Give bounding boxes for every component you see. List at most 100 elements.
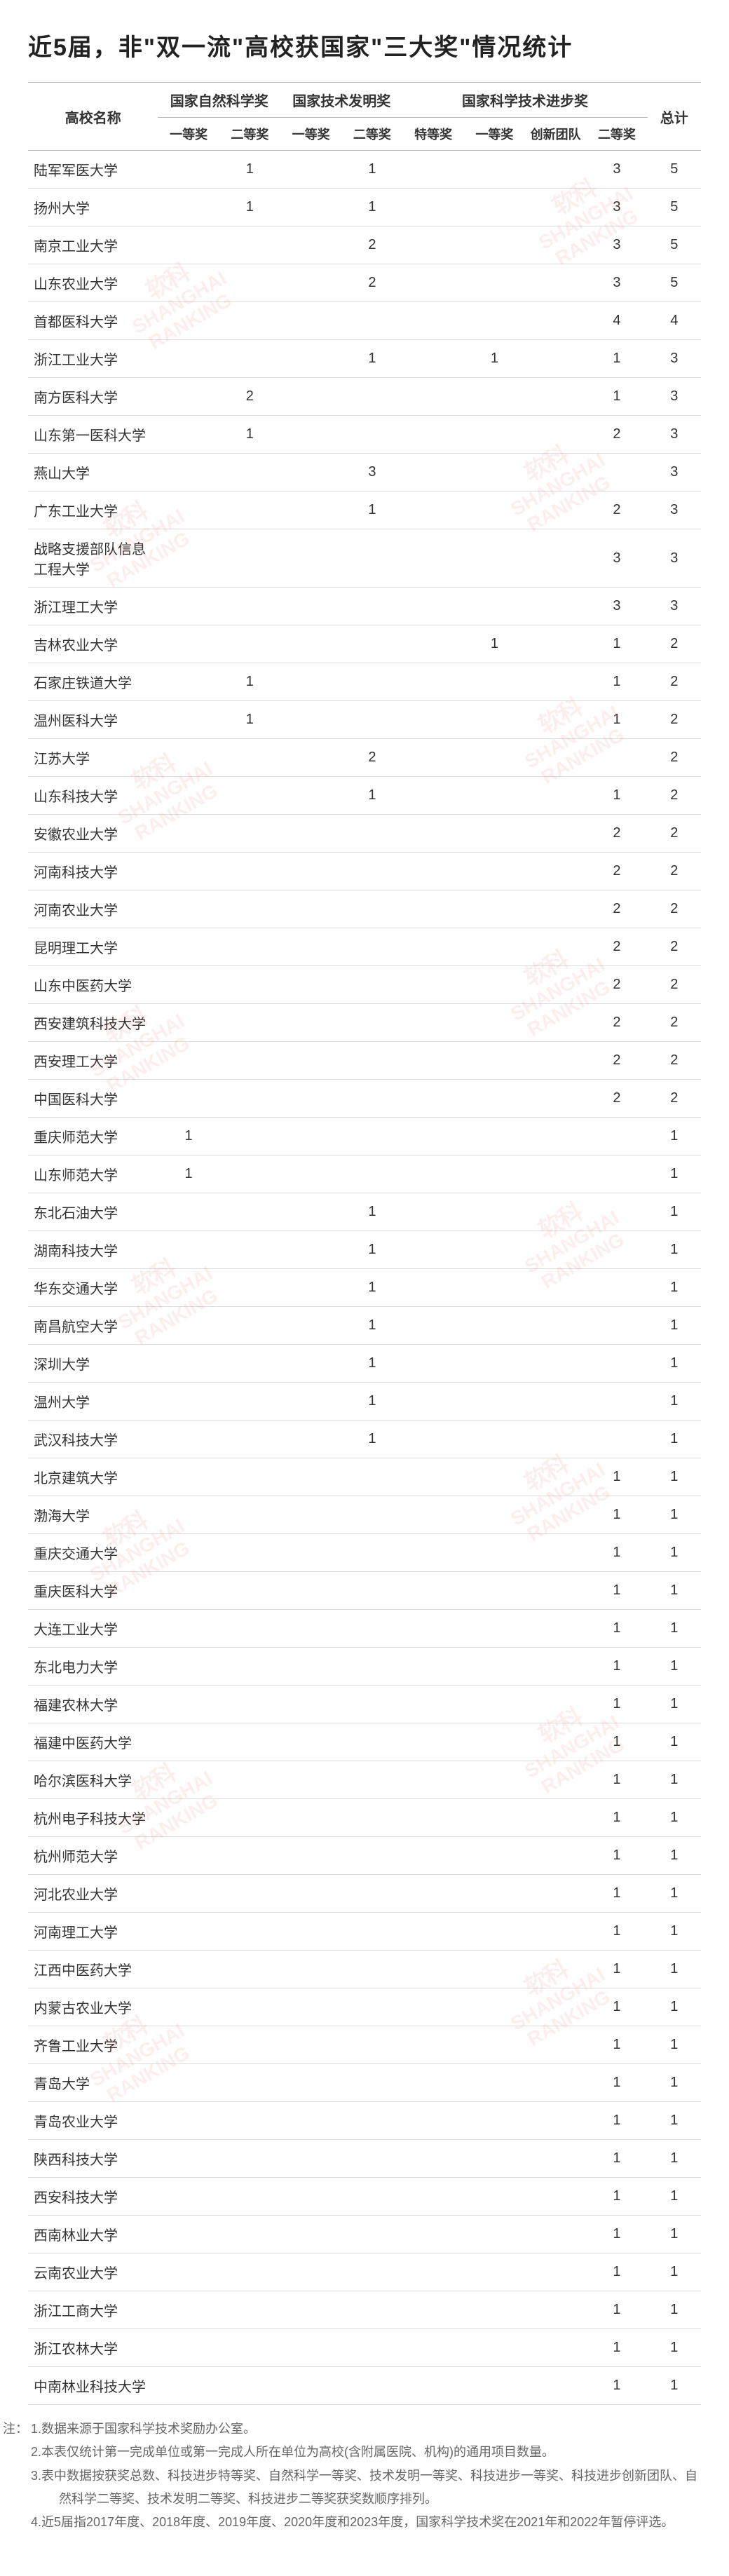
cell-value	[464, 378, 525, 416]
cell-value	[341, 1686, 402, 1723]
cell-university: 山东师范大学	[28, 1155, 158, 1193]
cell-university: 齐鲁工业大学	[28, 2026, 158, 2064]
cell-value: 1	[341, 492, 402, 529]
cell-value	[280, 340, 341, 378]
cell-value: 1	[586, 340, 647, 378]
cell-value: 1	[586, 1913, 647, 1951]
cell-value	[464, 1383, 525, 1421]
cell-value	[525, 416, 586, 454]
cell-total: 1	[648, 1458, 701, 1496]
th-g2-1: 一等奖	[280, 118, 341, 151]
cell-value	[403, 492, 464, 529]
cell-value	[158, 1837, 219, 1875]
cell-value	[586, 1421, 647, 1458]
cell-value	[158, 1610, 219, 1648]
cell-total: 1	[648, 2064, 701, 2102]
cell-value	[403, 189, 464, 226]
cell-value	[158, 1307, 219, 1345]
cell-value	[403, 416, 464, 454]
cell-value	[586, 1231, 647, 1269]
cell-value	[403, 1875, 464, 1913]
cell-value	[341, 1913, 402, 1951]
table-row: 山东科技大学112	[28, 777, 701, 815]
cell-value	[158, 492, 219, 529]
cell-value	[158, 1723, 219, 1761]
cell-value	[280, 1004, 341, 1042]
cell-value	[464, 890, 525, 928]
table-row: 山东第一医科大学123	[28, 416, 701, 454]
th-group3: 国家科学技术进步奖	[403, 83, 648, 118]
cell-value: 2	[341, 739, 402, 777]
cell-total: 2	[648, 777, 701, 815]
cell-value	[341, 2026, 402, 2064]
cell-total: 1	[648, 1686, 701, 1723]
cell-value: 1	[464, 340, 525, 378]
cell-value	[219, 1042, 280, 1080]
cell-value	[464, 2216, 525, 2253]
cell-value	[464, 2329, 525, 2367]
cell-value	[464, 1686, 525, 1723]
cell-total: 1	[648, 1799, 701, 1837]
cell-value	[525, 739, 586, 777]
cell-total: 2	[648, 928, 701, 966]
table-row: 陆军军医大学1135	[28, 151, 701, 189]
table-row: 燕山大学33	[28, 454, 701, 492]
cell-value: 2	[341, 264, 402, 302]
cell-value	[219, 1269, 280, 1307]
cell-value	[341, 1458, 402, 1496]
cell-value	[280, 1988, 341, 2026]
cell-value	[403, 853, 464, 890]
cell-value	[219, 739, 280, 777]
cell-value	[525, 264, 586, 302]
cell-value	[280, 1875, 341, 1913]
table-row: 江苏大学22	[28, 739, 701, 777]
table-row: 温州医科大学112	[28, 701, 701, 739]
cell-value	[341, 701, 402, 739]
cell-value: 1	[586, 2140, 647, 2178]
cell-value	[525, 2064, 586, 2102]
cell-value	[525, 1307, 586, 1345]
cell-value	[219, 1951, 280, 1988]
cell-value	[525, 1004, 586, 1042]
cell-value: 2	[219, 378, 280, 416]
th-total: 总计	[648, 83, 701, 151]
cell-value	[158, 2367, 219, 2405]
cell-value	[525, 1042, 586, 1080]
cell-value	[158, 340, 219, 378]
cell-value	[341, 890, 402, 928]
cell-value	[158, 2291, 219, 2329]
cell-value	[464, 815, 525, 853]
cell-value	[525, 1155, 586, 1193]
cell-value	[525, 1648, 586, 1686]
cell-university: 浙江理工大学	[28, 588, 158, 625]
cell-value	[525, 2253, 586, 2291]
table-row: 华东交通大学11	[28, 1269, 701, 1307]
cell-value	[525, 2178, 586, 2216]
cell-value	[158, 2329, 219, 2367]
table-row: 温州大学11	[28, 1383, 701, 1421]
cell-value	[464, 2291, 525, 2329]
cell-value: 1	[586, 1610, 647, 1648]
cell-university: 昆明理工大学	[28, 928, 158, 966]
cell-value	[525, 663, 586, 701]
cell-total: 1	[648, 1307, 701, 1345]
cell-value	[219, 454, 280, 492]
cell-university: 福建农林大学	[28, 1686, 158, 1723]
cell-value	[525, 853, 586, 890]
cell-value	[341, 625, 402, 663]
cell-total: 2	[648, 853, 701, 890]
cell-value	[341, 2367, 402, 2405]
cell-value	[464, 1572, 525, 1610]
cell-total: 1	[648, 1951, 701, 1988]
table-row: 杭州电子科技大学11	[28, 1799, 701, 1837]
cell-university: 华东交通大学	[28, 1269, 158, 1307]
cell-value	[525, 815, 586, 853]
table-row: 福建农林大学11	[28, 1686, 701, 1723]
cell-value	[403, 1951, 464, 1988]
cell-university: 青岛农业大学	[28, 2102, 158, 2140]
cell-value	[158, 588, 219, 625]
table-row: 山东中医药大学22	[28, 966, 701, 1004]
cell-value	[280, 492, 341, 529]
cell-value	[464, 1118, 525, 1155]
cell-value	[280, 1799, 341, 1837]
